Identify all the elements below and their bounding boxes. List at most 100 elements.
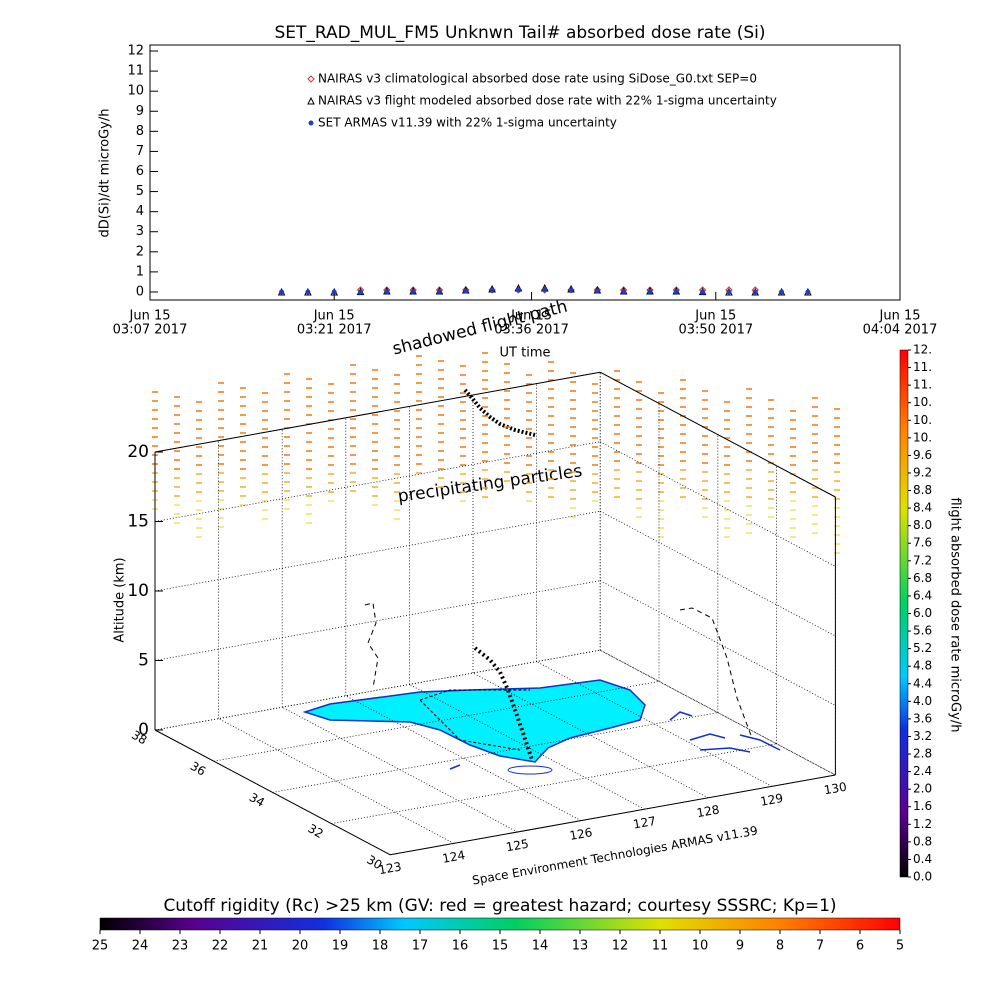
colorbar-tick-label: 24 — [132, 939, 149, 954]
colorbar-tick-label: 16 — [452, 939, 469, 954]
colorbar-tick-label: 4.4 — [913, 676, 932, 690]
colorbar-tick-label: 21 — [252, 939, 269, 954]
marker — [673, 289, 679, 295]
y-tick-label: 0 — [136, 284, 144, 299]
colorbar-tick-label: 9 — [736, 939, 744, 954]
y-tick-label: 9 — [136, 104, 144, 119]
marker — [489, 287, 495, 293]
x-tick-label: Jun 15 — [694, 309, 736, 324]
y-tick-label: 5 — [136, 184, 144, 199]
colorbar-tick-label: 9.2 — [913, 465, 932, 479]
axis-line — [599, 371, 836, 498]
marker — [805, 289, 811, 295]
colorbar-tick-label: 4.0 — [913, 694, 932, 708]
colorbar-tick-label: 15 — [492, 939, 509, 954]
marker — [621, 289, 627, 295]
z-axis-label: Altitude (km) — [113, 557, 128, 642]
grid-line — [331, 743, 777, 824]
colorbar-tick-label: 8.0 — [913, 518, 932, 532]
x-tick-label: Jun 15 — [510, 309, 552, 324]
lon-tick-label: 124 — [441, 848, 466, 866]
marker — [463, 288, 469, 294]
colorbar-tick-label: 6.4 — [913, 588, 932, 602]
marker — [568, 287, 574, 293]
lon-tick-label: 129 — [759, 791, 784, 809]
colorbar — [899, 349, 909, 878]
lon-tick-label: 130 — [823, 780, 848, 798]
marker — [700, 289, 706, 295]
colorbar-label: flight absorbed dose rate microGy/h — [948, 498, 963, 733]
marker — [647, 289, 653, 295]
grid-line — [272, 712, 718, 793]
marker — [331, 289, 337, 295]
colorbar-tick-label: 6 — [856, 939, 864, 954]
y-tick-label: 12 — [127, 44, 144, 59]
legend-label: NAIRAS v3 climatological absorbed dose r… — [318, 72, 757, 86]
marker — [436, 289, 442, 295]
marker — [542, 287, 548, 293]
colorbar-tick-label: 1.6 — [913, 799, 932, 813]
y-tick-label: 4 — [136, 204, 144, 219]
colorbar-tick-label: 5.6 — [913, 624, 932, 638]
legend-symbol — [307, 96, 315, 105]
legend-label: NAIRAS v3 flight modeled absorbed dose r… — [318, 94, 777, 108]
colorbar-tick-label: 4.8 — [913, 659, 932, 673]
z-tick-label: 20 — [127, 442, 149, 462]
y-tick-label: 3 — [136, 224, 144, 239]
colorbar-tick-label: 2.8 — [913, 747, 932, 761]
colorbar-tick-label: 22 — [212, 939, 229, 954]
colorbar-tick-label: 11. — [913, 378, 932, 392]
x-tick-label: Jun 15 — [313, 309, 355, 324]
colorbar-tick-label: 10 — [692, 939, 709, 954]
z-tick-label: 0 — [138, 720, 149, 740]
x-tick-label: 03:50 2017 — [678, 323, 753, 338]
annotation: precipitating particles — [397, 461, 584, 507]
island — [507, 765, 553, 775]
grid-line — [154, 441, 601, 522]
colorbar-tick-label: 13 — [572, 939, 589, 954]
colorbar-tick-label: 7.6 — [913, 536, 932, 550]
axis-line — [390, 774, 836, 856]
colorbar-tick-label: 0.0 — [913, 870, 932, 884]
colorbar-tick-label: 2.4 — [913, 764, 932, 778]
marker — [279, 289, 285, 295]
lat-tick-label: 34 — [247, 790, 267, 810]
flight-path-shadow — [463, 388, 536, 437]
x-tick-label: 04:04 2017 — [863, 323, 938, 338]
lon-tick-label: 126 — [568, 825, 593, 843]
colorbar-tick-label: 12 — [612, 939, 629, 954]
colorbar — [99, 917, 901, 931]
y-tick-label: 6 — [136, 164, 144, 179]
y-tick-label: 2 — [136, 244, 144, 259]
grid-line — [154, 510, 601, 592]
colorbar-tick-label: 7.2 — [913, 553, 932, 567]
grid-line — [154, 580, 601, 661]
lon-tick-label: 127 — [632, 814, 657, 832]
marker — [515, 287, 521, 293]
colorbar-tick-label: 3.2 — [913, 729, 932, 743]
colorbar-tick-label: 7 — [816, 939, 824, 954]
lon-tick-label: 128 — [696, 802, 721, 820]
marker — [384, 289, 390, 295]
y-tick-label: 7 — [136, 144, 144, 159]
colorbar-tick-label: 18 — [372, 939, 389, 954]
shadow-track — [679, 607, 753, 739]
colorbar-tick-label: 0.8 — [913, 834, 932, 848]
grid-line — [154, 649, 601, 731]
chart-title: SET_RAD_MUL_FM5 Unknwn Tail# absorbed do… — [274, 23, 765, 43]
colorbar-tick-label: 8 — [776, 939, 784, 954]
colorbar-tick-label: 19 — [332, 939, 349, 954]
y-tick-label: 8 — [136, 124, 144, 139]
colorbar-tick-label: 8.4 — [913, 501, 932, 515]
colorbar-tick-label: 25 — [92, 939, 109, 954]
colorbar-tick-label: 5 — [896, 939, 904, 954]
coastline — [449, 711, 781, 770]
colorbar-tick-label: 20 — [292, 939, 309, 954]
colorbar-tick-label: 10. — [913, 413, 932, 427]
colorbar-tick-label: 1.2 — [913, 817, 932, 831]
colorbar-tick-label: 9.6 — [913, 448, 932, 462]
colorbar-tick-label: 23 — [172, 939, 189, 954]
marker — [594, 288, 600, 294]
plot-frame — [149, 44, 901, 301]
